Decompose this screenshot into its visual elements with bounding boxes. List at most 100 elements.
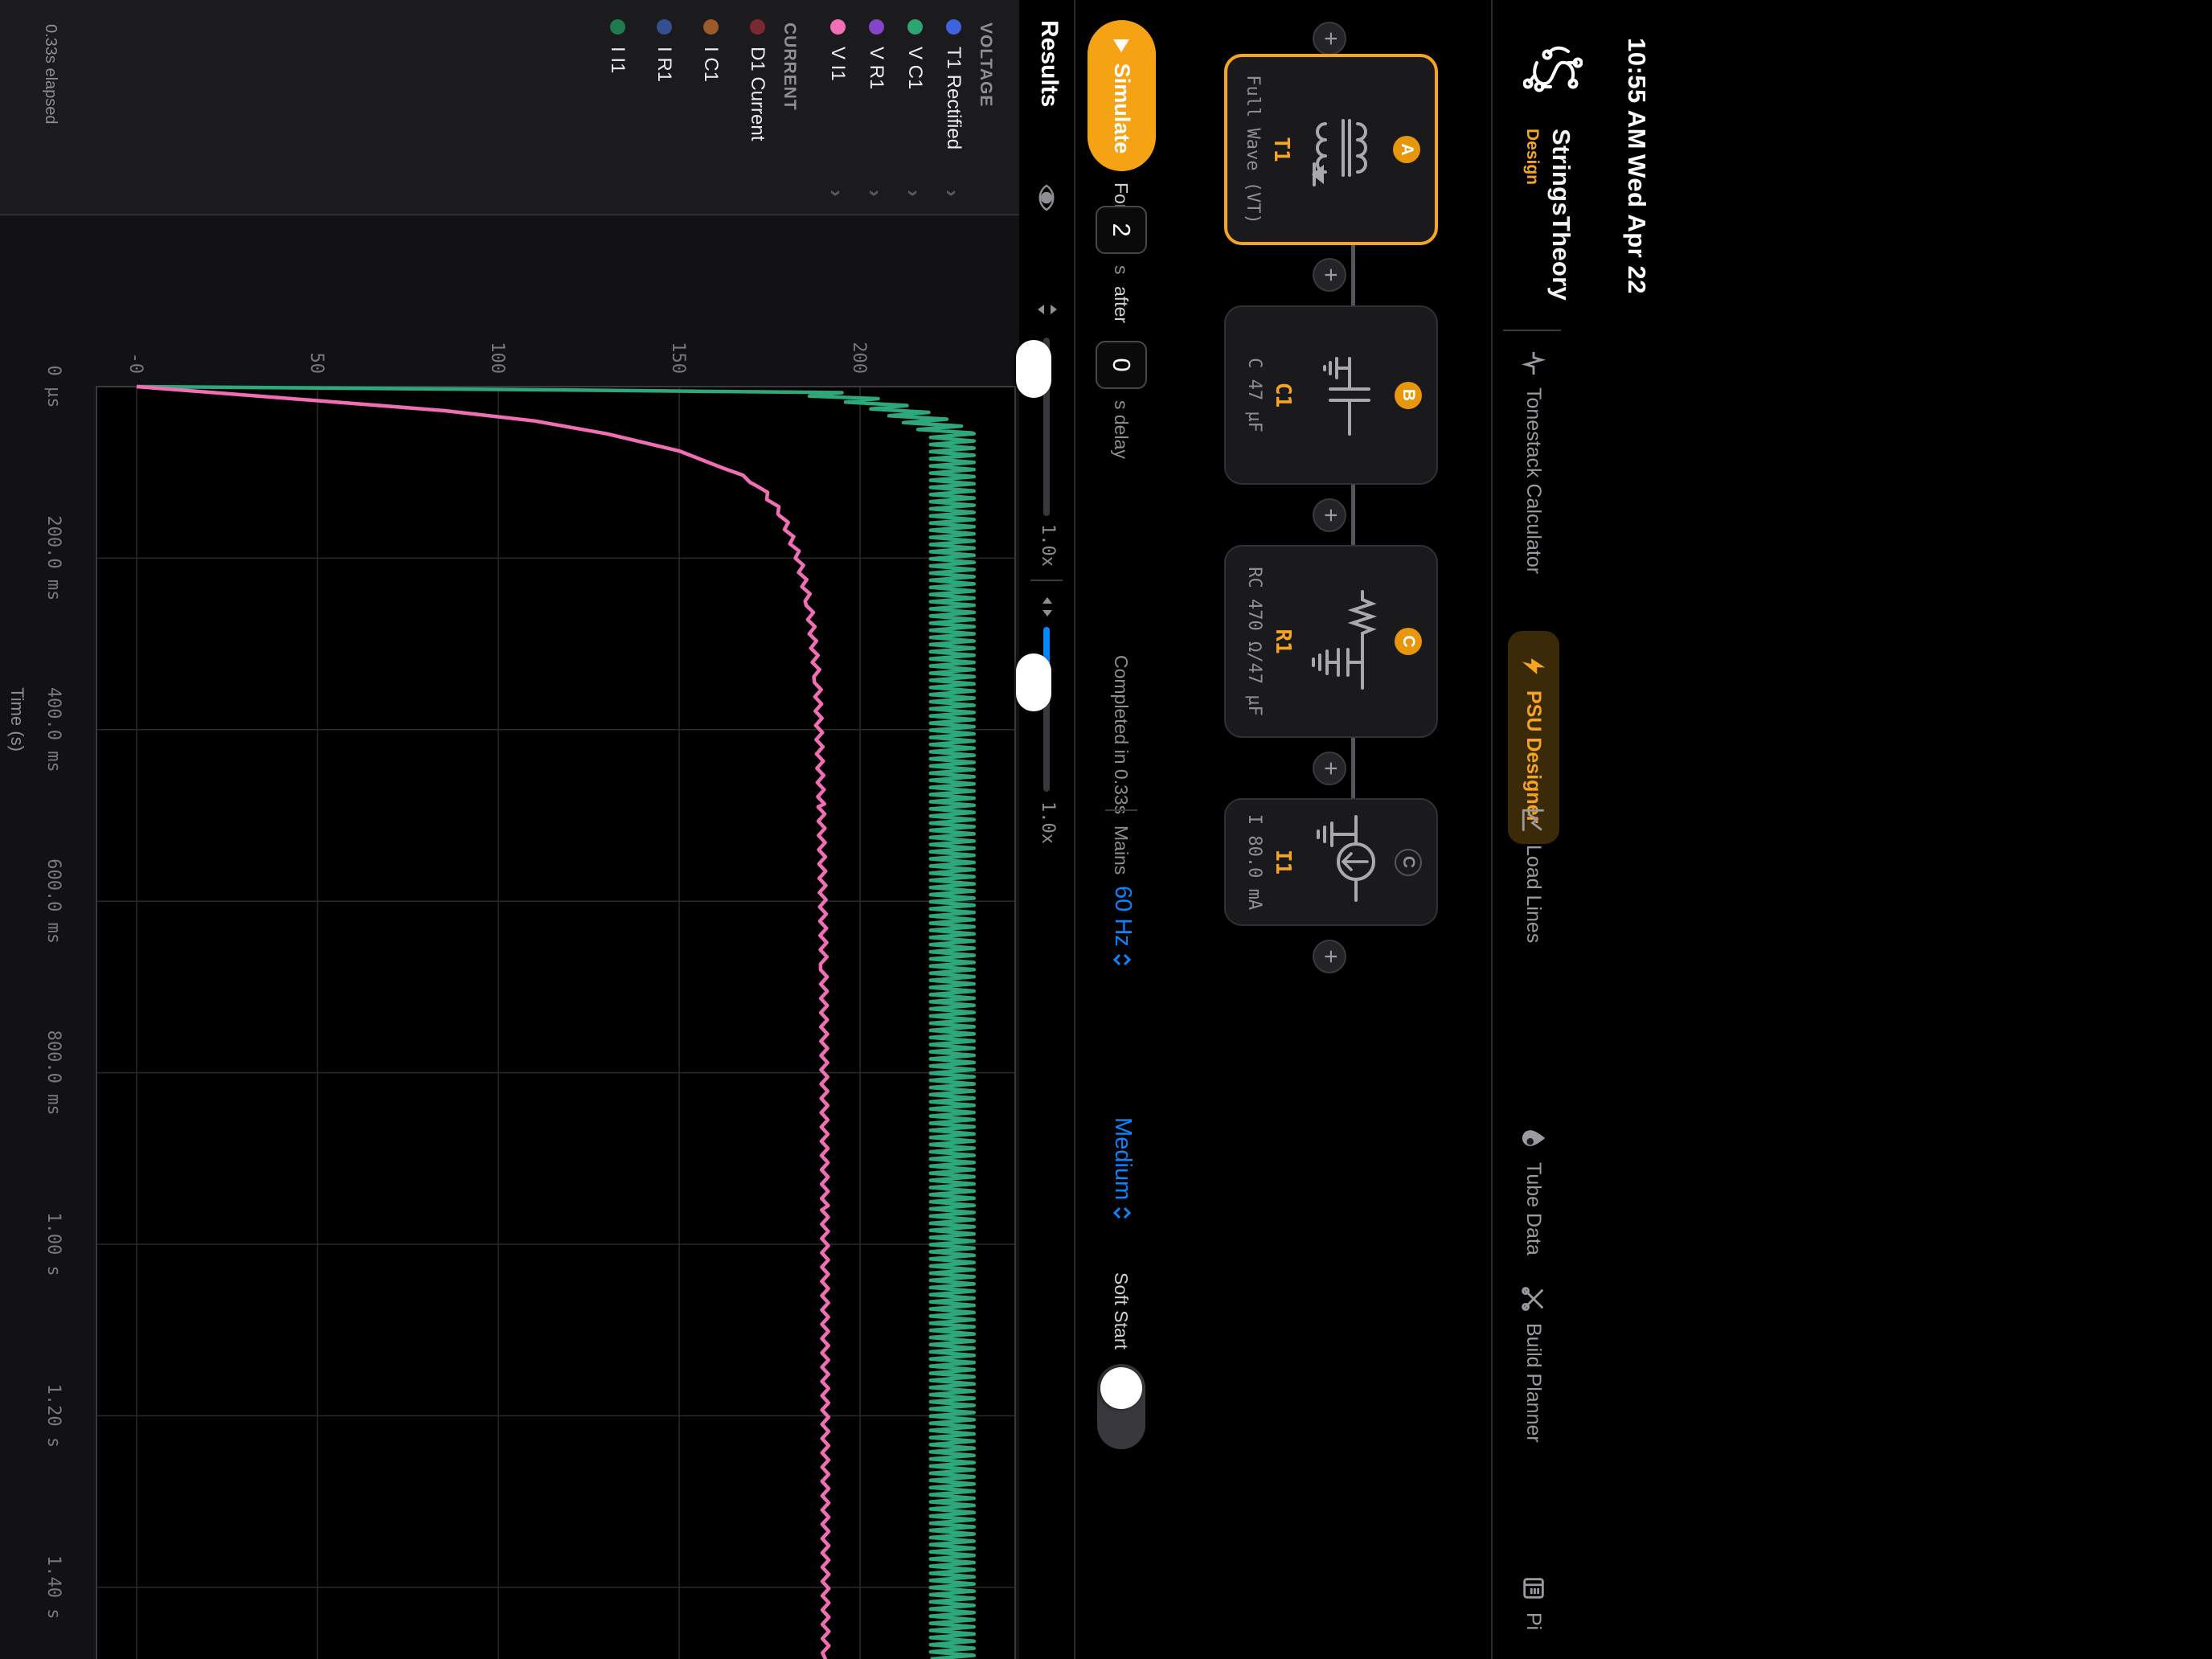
nav-border-line (1491, 0, 1493, 1659)
component-desc: RC 470 Ω/47 µF (1244, 567, 1264, 716)
add-component-button[interactable]: + (1313, 940, 1346, 973)
tab-label: Pi (1522, 1612, 1546, 1631)
plot-area (96, 387, 1015, 1659)
add-component-button[interactable]: + (1313, 498, 1346, 532)
circuit-canvas[interactable]: + + + + + A T1 Full Wave (VT) B C1 C 47 µF C R1 RC 47… (1170, 0, 1491, 1659)
chevron-right-icon: › (940, 190, 965, 197)
tab-label: Tonestack Calculator (1522, 387, 1546, 575)
x-zoom-value: 1.0x (1038, 801, 1058, 844)
series-label: V I1 (827, 47, 849, 81)
wire-segment (1351, 738, 1355, 798)
series-color-dot (750, 19, 765, 35)
vertical-zoom-icon (1033, 299, 1058, 320)
series-label: T1 Rectified (943, 47, 965, 150)
time-axis-title: Time (s) (7, 687, 27, 752)
component-c1[interactable]: B C1 C 47 µF (1224, 305, 1438, 485)
voltage-tick-label: 50 (306, 353, 326, 375)
completed-status: Completed in 0.33s (1111, 655, 1132, 815)
visibility-icon[interactable] (1028, 183, 1061, 212)
legend-row-v-i1[interactable]: V I1 › (813, 0, 849, 215)
status-time: 10:55 AM (1623, 38, 1651, 150)
tab-tonestack-calculator[interactable]: Tonestack Calculator (1508, 349, 1559, 574)
add-component-button[interactable]: + (1313, 22, 1346, 55)
component-desc: Full Wave (VT) (1243, 75, 1263, 224)
mains-frequency-picker[interactable]: 60 Hz (1109, 886, 1136, 966)
time-tick-label: 400.0 ms (43, 687, 63, 772)
tab-load-lines[interactable]: Load Lines (1508, 806, 1559, 943)
quality-picker[interactable]: Medium (1109, 1117, 1136, 1219)
add-component-button[interactable]: + (1313, 258, 1346, 292)
wire-segment (1351, 485, 1355, 545)
component-r1[interactable]: C R1 RC 470 Ω/47 µF (1224, 545, 1438, 738)
toggle-knob (1100, 1367, 1142, 1409)
legend-row-v-c1[interactable]: V C1 › (891, 0, 926, 215)
y-zoom-slider[interactable] (1016, 338, 1051, 516)
chevron-right-icon: › (863, 190, 887, 197)
picker-chevrons-icon (1113, 953, 1132, 966)
time-tick-label: 1.00 s (43, 1212, 63, 1276)
soft-start-label: Soft Start (1111, 1272, 1132, 1350)
status-date: Wed Apr 22 (1623, 154, 1651, 294)
series-color-dot (830, 19, 846, 35)
waveform-icon (1519, 349, 1548, 378)
soft-start-toggle[interactable] (1097, 1364, 1145, 1449)
results-region: 200 150 100 50 -0 0 µs 200.0 ms 400.0 ms 600.0 m… (0, 0, 1074, 1659)
transformer-icon (1297, 101, 1382, 198)
x-zoom-slider-thumb[interactable] (1016, 653, 1051, 711)
mains-label: Mains (1111, 825, 1132, 875)
series-label: I C1 (700, 47, 722, 83)
voltage-tick-label: 150 (668, 342, 688, 374)
delay-seconds-field[interactable]: 0 (1096, 341, 1147, 389)
component-desc: C 47 µF (1244, 358, 1264, 432)
simulate-button[interactable]: Simulate (1088, 20, 1156, 171)
component-name: R1 (1271, 629, 1295, 654)
run-seconds-field[interactable]: 2 (1096, 206, 1147, 254)
component-desc: I 80.0 mA (1244, 813, 1264, 911)
tab-label: Tube Data (1522, 1162, 1546, 1256)
tab-label: PSU Designer (1522, 690, 1546, 824)
legend-row-v-r1[interactable]: V R1 › (852, 0, 887, 215)
time-tick-label: 0 µs (43, 366, 63, 408)
series-color-dot (703, 19, 719, 35)
legend-section-voltage: VOLTAGE (977, 23, 995, 108)
delay-unit-label: s delay (1111, 400, 1132, 459)
component-t1[interactable]: A T1 Full Wave (VT) (1224, 54, 1438, 245)
node-badge: C (1395, 848, 1422, 876)
component-i1[interactable]: C I1 I 80.0 mA (1224, 798, 1438, 926)
legend-row-i-r1[interactable]: I R1 (640, 0, 675, 215)
status-bar: 10:55 AM Wed Apr 22 (1609, 0, 1657, 1659)
capacitor-icon (1299, 347, 1383, 444)
legend-row-t1-rectified[interactable]: T1 Rectified › (929, 0, 965, 215)
time-tick-label: 800.0 ms (43, 1030, 63, 1116)
series-label: V R1 (866, 47, 887, 90)
tab-build-planner[interactable]: Build Planner (1508, 1284, 1559, 1443)
series-color-dot (610, 19, 625, 35)
component-name: I1 (1271, 849, 1295, 875)
tab-pi[interactable]: Pi (1508, 1574, 1559, 1630)
app-title-block: StringsTheory Design (1522, 129, 1575, 301)
series-v-c1 (136, 384, 976, 1659)
voltage-tick-label: 100 (487, 342, 507, 374)
legend-row-i-i1[interactable]: I I1 (593, 0, 629, 215)
legend-row-i-c1[interactable]: I C1 (686, 0, 722, 215)
after-label: after (1111, 286, 1132, 324)
node-badge: C (1395, 628, 1422, 655)
simulation-chart[interactable]: 200 150 100 50 -0 0 µs 200.0 ms 400.0 ms 600.0 m… (0, 0, 1074, 1659)
series-label: D1 Current (747, 47, 768, 141)
mains-frequency-value: 60 Hz (1110, 886, 1136, 947)
zoom-divider (1030, 580, 1063, 581)
series-label: V C1 (904, 47, 926, 90)
results-header-bar: Results 1.0x (1016, 0, 1074, 1659)
add-component-button[interactable]: + (1313, 752, 1346, 785)
tab-tube-data[interactable]: Tube Data (1508, 1124, 1559, 1256)
tab-label: Load Lines (1522, 845, 1546, 944)
y-zoom-slider-thumb[interactable] (1016, 340, 1051, 398)
plot-border (96, 386, 1016, 1659)
legend-row-d1-current[interactable]: D1 Current (733, 0, 768, 215)
tab-psu-designer[interactable]: PSU Designer (1508, 631, 1559, 845)
chevron-right-icon: › (902, 190, 926, 197)
line-chart-icon (1519, 806, 1548, 835)
series-v-i1 (136, 384, 831, 1659)
elapsed-status: 0.33s elapsed (42, 24, 59, 125)
